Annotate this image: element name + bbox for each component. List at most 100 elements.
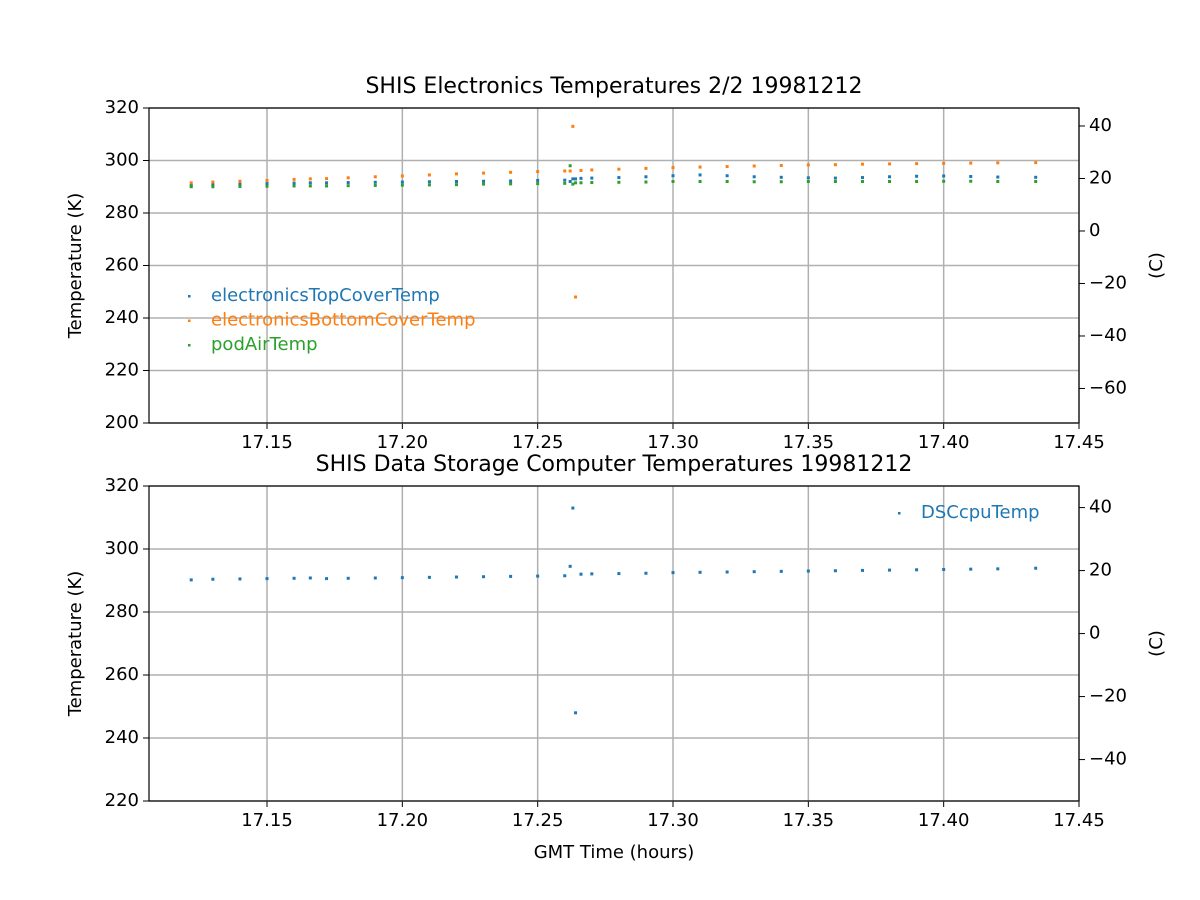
point xyxy=(725,174,729,178)
y-tick-label: 220 xyxy=(105,790,139,811)
point xyxy=(969,161,973,165)
point xyxy=(509,182,513,186)
point xyxy=(571,177,575,181)
point xyxy=(996,567,1000,571)
y-tick-label: 300 xyxy=(105,538,139,559)
point xyxy=(189,578,193,582)
point xyxy=(969,175,973,179)
point xyxy=(806,180,810,183)
point xyxy=(725,180,729,183)
point xyxy=(752,164,756,168)
point xyxy=(238,577,242,581)
point xyxy=(211,577,215,581)
point xyxy=(574,177,578,181)
x-tick-label: 17.15 xyxy=(241,432,293,453)
point xyxy=(325,177,329,181)
point xyxy=(308,576,312,580)
point xyxy=(996,180,1000,183)
y-tick-label: 220 xyxy=(105,360,139,381)
point xyxy=(915,568,919,572)
point xyxy=(568,564,572,568)
x-tick-label: 17.25 xyxy=(512,432,564,453)
legend-marker xyxy=(188,344,191,347)
point xyxy=(536,178,540,182)
point xyxy=(779,569,783,573)
point xyxy=(571,124,575,128)
point xyxy=(568,164,572,168)
point xyxy=(833,569,837,573)
y-tick-label: 260 xyxy=(105,664,139,685)
y-tick-label: 320 xyxy=(105,475,139,496)
y2-tick-label: −40 xyxy=(1089,325,1127,346)
point xyxy=(563,169,567,173)
point xyxy=(915,180,919,183)
legend-label: DSCcpuTemp xyxy=(921,502,1040,523)
point xyxy=(617,176,621,180)
point xyxy=(644,571,648,575)
point xyxy=(400,576,404,580)
y-tick-label: 300 xyxy=(105,150,139,171)
point xyxy=(752,570,756,574)
point xyxy=(454,172,458,176)
point xyxy=(482,182,486,186)
point xyxy=(563,574,567,578)
point xyxy=(482,575,486,579)
point xyxy=(568,180,572,183)
y2-tick-label: −40 xyxy=(1089,749,1127,770)
point xyxy=(427,180,431,184)
point xyxy=(671,180,675,183)
point xyxy=(400,180,404,184)
y2-tick-label: −60 xyxy=(1089,377,1127,398)
point xyxy=(1034,161,1038,165)
point xyxy=(346,176,350,180)
point xyxy=(563,178,567,182)
y-tick-label: 280 xyxy=(105,601,139,622)
point xyxy=(1034,175,1038,179)
point xyxy=(265,577,269,581)
point xyxy=(698,173,702,177)
point xyxy=(698,165,702,169)
point xyxy=(833,176,837,180)
point xyxy=(617,572,621,576)
y-tick-label: 200 xyxy=(105,412,139,433)
point xyxy=(292,576,296,580)
point xyxy=(308,184,312,188)
x-tick-label: 17.45 xyxy=(1053,810,1105,831)
point xyxy=(454,575,458,579)
point xyxy=(536,182,540,186)
point xyxy=(698,570,702,574)
point xyxy=(346,184,350,188)
point xyxy=(509,574,513,578)
point xyxy=(292,177,296,181)
x-tick-label: 17.30 xyxy=(647,432,699,453)
point xyxy=(590,168,594,172)
point xyxy=(996,161,1000,165)
x-tick-label: 17.40 xyxy=(918,432,970,453)
point xyxy=(752,180,756,184)
point xyxy=(698,180,702,183)
point xyxy=(590,181,594,185)
point xyxy=(942,567,946,571)
point xyxy=(400,183,404,187)
y2-tick-label: −20 xyxy=(1089,686,1127,707)
point xyxy=(427,575,431,579)
point xyxy=(211,180,215,184)
y2-tick-label: 20 xyxy=(1089,560,1112,581)
axes-frame xyxy=(148,485,1080,802)
x-tick-label: 17.30 xyxy=(647,810,699,831)
point xyxy=(571,182,575,186)
point xyxy=(806,176,810,180)
point xyxy=(308,177,312,181)
point xyxy=(509,179,513,183)
point xyxy=(915,174,919,178)
x-axis-label: GMT Time (hours) xyxy=(534,842,695,863)
point xyxy=(1034,566,1038,570)
point xyxy=(779,175,783,179)
point xyxy=(942,179,946,183)
point xyxy=(574,711,578,715)
point xyxy=(644,175,648,179)
point xyxy=(325,577,329,581)
point xyxy=(579,181,583,185)
point xyxy=(574,181,578,185)
